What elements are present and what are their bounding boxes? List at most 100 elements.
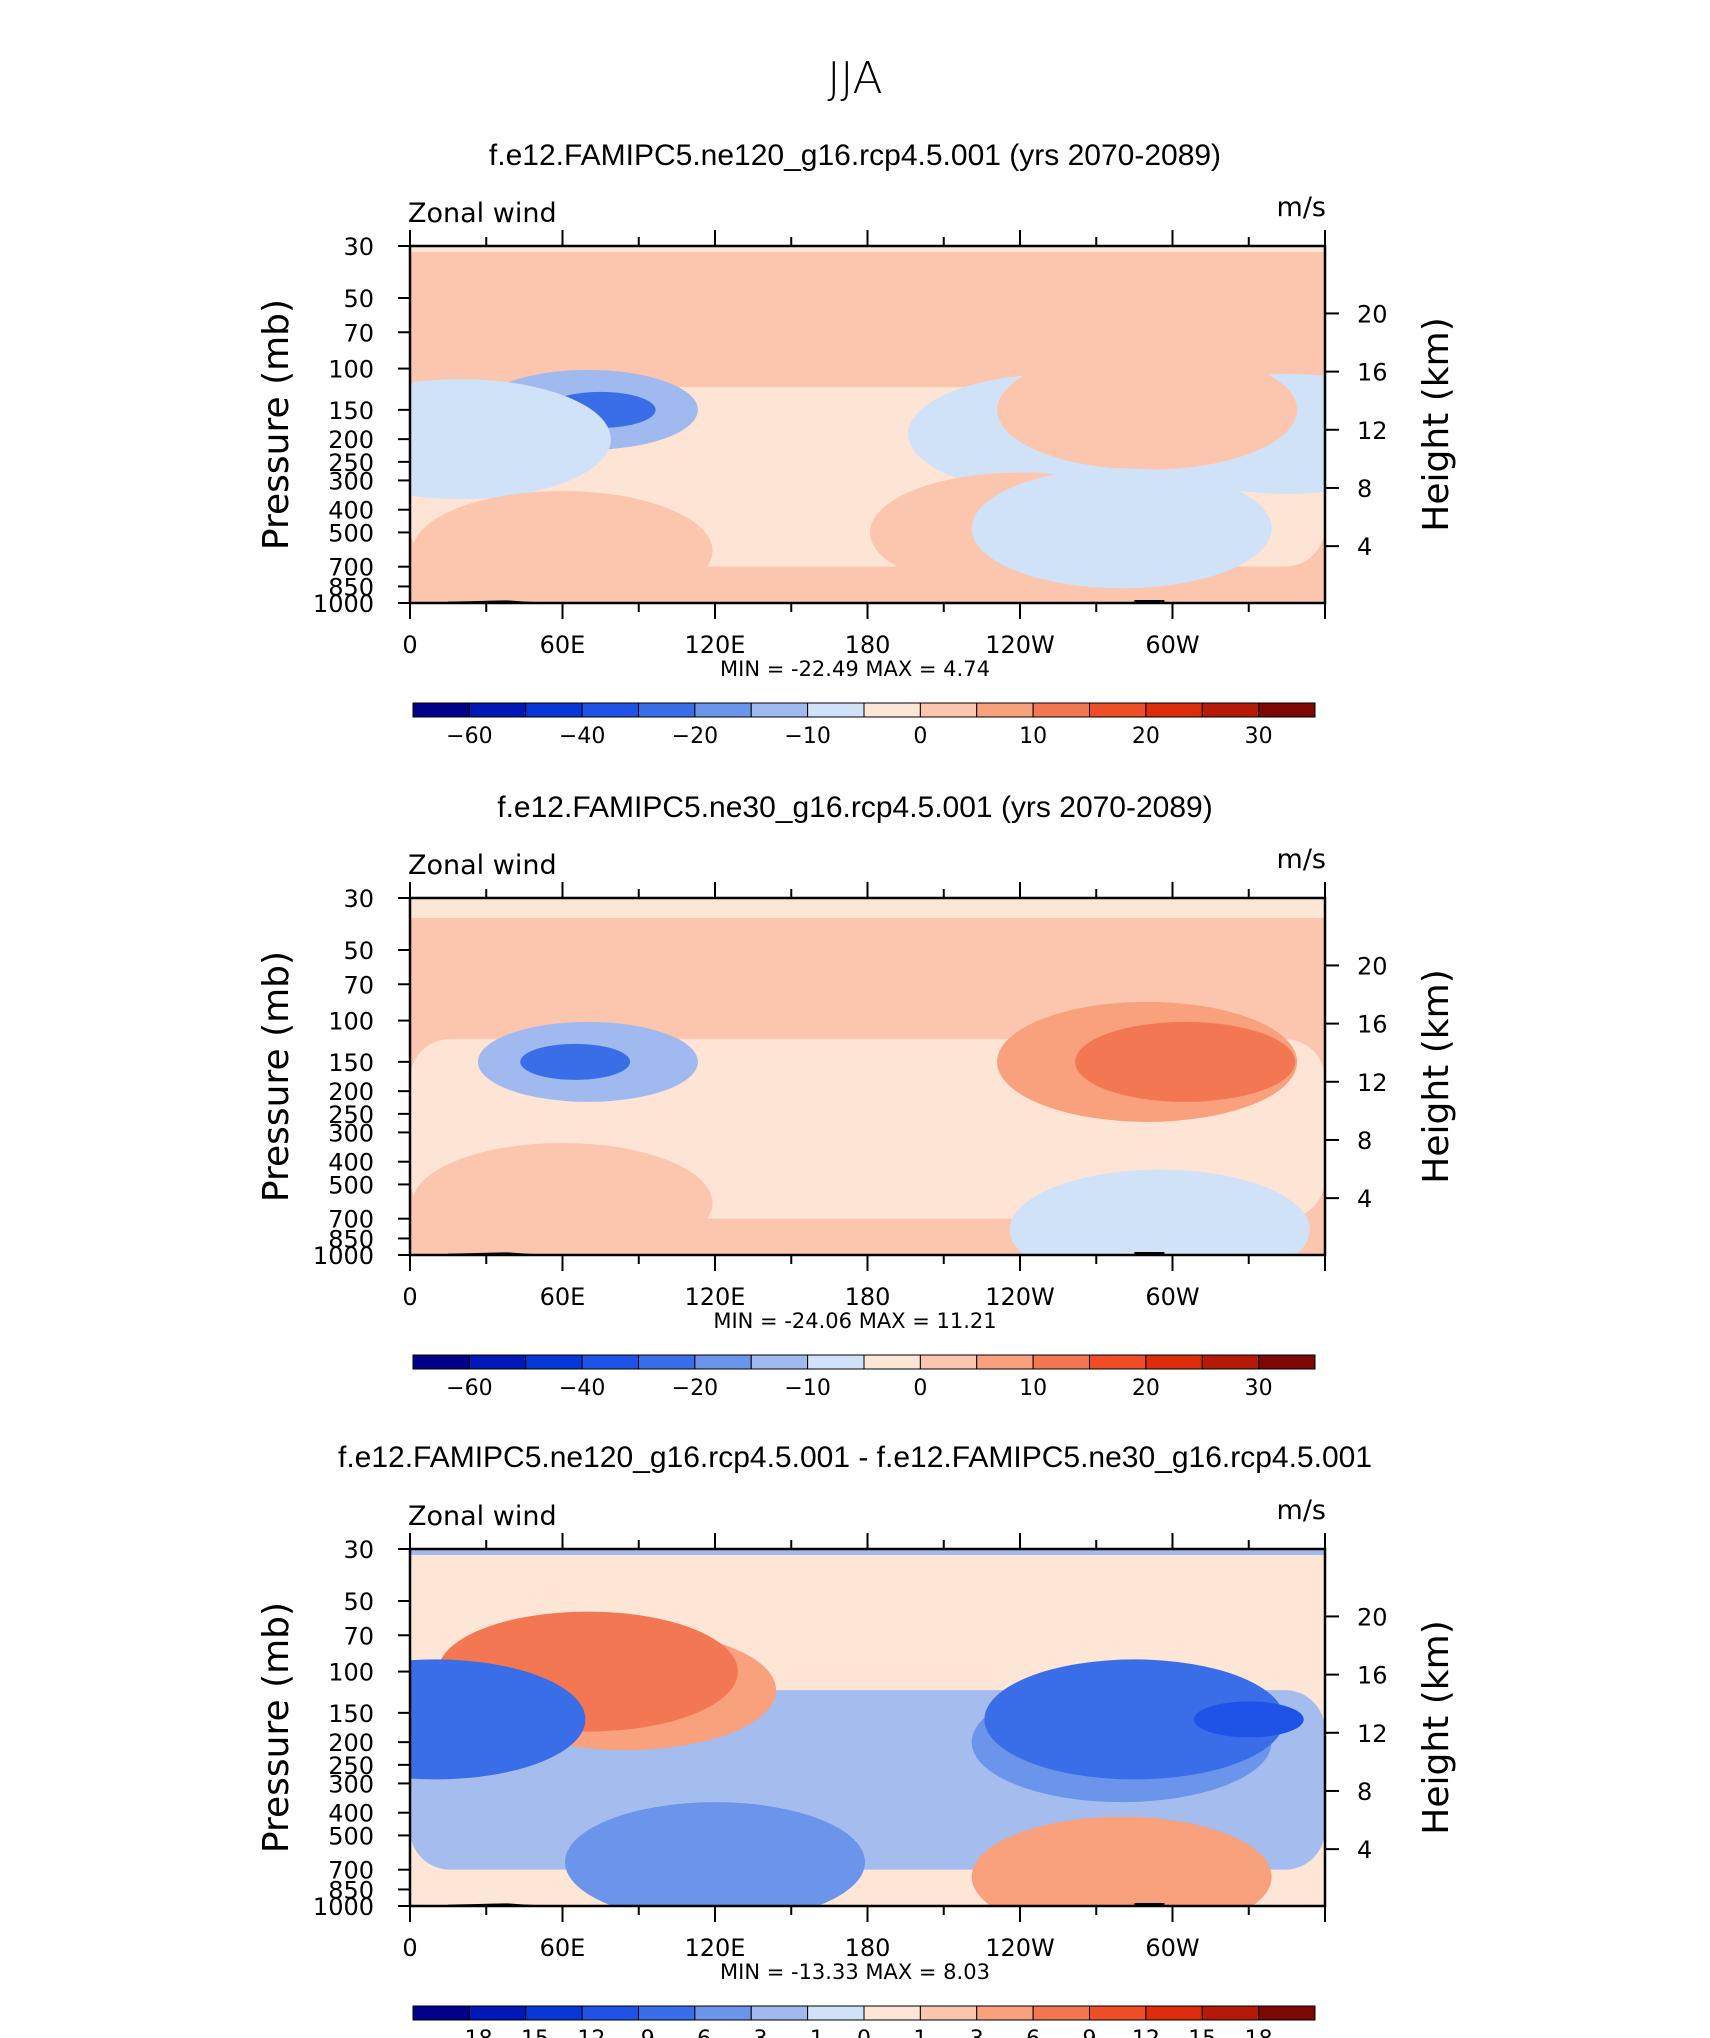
y2-tick-label: 20 bbox=[1357, 952, 1388, 980]
x-tick-label: 60W bbox=[1145, 1283, 1199, 1311]
y-axis-label: Pressure (mb) bbox=[256, 299, 297, 550]
colorbar-bin bbox=[694, 2005, 752, 2021]
x-axis: 0 60E 120E 180 120W 60W bbox=[402, 230, 1326, 659]
y-tick-label: 30 bbox=[343, 1536, 374, 1564]
right-string: m/s bbox=[1277, 192, 1326, 223]
x-tick-label: 60E bbox=[540, 1283, 586, 1311]
panel-title: f.e12.FAMIPC5.ne120_g16.rcp4.5.001 - f.e… bbox=[338, 1441, 1372, 1474]
y2-tick-label: 12 bbox=[1357, 417, 1388, 445]
colorbar-bin bbox=[1258, 702, 1316, 718]
colorbar-bin bbox=[638, 702, 696, 718]
y2-tick-label: 16 bbox=[1357, 1011, 1388, 1039]
colorbar-label: 1 bbox=[913, 2027, 927, 2038]
y2-axis-label: Height (km) bbox=[1416, 317, 1457, 531]
y-tick-label: 200 bbox=[328, 426, 374, 454]
colorbar-label: −10 bbox=[784, 724, 830, 749]
contour-blob bbox=[1075, 1021, 1296, 1102]
colorbar-bin bbox=[863, 702, 921, 718]
colorbar-bin bbox=[807, 1354, 865, 1370]
y2-axis: 20 16 12 8 4 Height (km) bbox=[1325, 952, 1457, 1213]
colorbar-label: −60 bbox=[446, 1376, 492, 1401]
y-tick-label: 150 bbox=[328, 397, 374, 425]
y2-axis-label: Height (km) bbox=[1416, 969, 1457, 1183]
contour-blob bbox=[1009, 1169, 1310, 1255]
y-tick-label: 150 bbox=[328, 1049, 374, 1077]
colorbar-bin bbox=[863, 2005, 921, 2021]
y2-tick-label: 20 bbox=[1357, 300, 1388, 328]
x-tick-label: 60W bbox=[1145, 1934, 1199, 1962]
colorbar-bin bbox=[1032, 1354, 1090, 1370]
x-tick-label: 180 bbox=[845, 1283, 891, 1311]
x-tick-label: 120E bbox=[685, 631, 746, 659]
colorbar-bin bbox=[1032, 702, 1090, 718]
colorbar-bin bbox=[468, 2005, 527, 2021]
y-tick-label: 400 bbox=[328, 497, 374, 525]
colorbar-bin bbox=[412, 2005, 470, 2021]
contour-blob bbox=[412, 1143, 713, 1255]
colorbar-label: −40 bbox=[559, 1376, 605, 1401]
y-tick-label: 1000 bbox=[313, 1242, 374, 1270]
colorbar-bin bbox=[525, 1354, 583, 1370]
y-tick-label: 100 bbox=[328, 1008, 374, 1036]
colorbar-bin bbox=[919, 2005, 978, 2021]
chart-panel-3: f.e12.FAMIPC5.ne120_g16.rcp4.5.001 - f.e… bbox=[256, 1441, 1457, 2038]
colorbar-bin bbox=[976, 2005, 1034, 2021]
y-tick-label: 500 bbox=[328, 519, 374, 547]
colorbar-label: 9 bbox=[1083, 2027, 1097, 2038]
colorbar-bin bbox=[638, 2005, 696, 2021]
colorbar-label: −10 bbox=[784, 1376, 830, 1401]
y2-axis: 20 16 12 8 4 Height (km) bbox=[1325, 300, 1457, 561]
y2-axis-label: Height (km) bbox=[1416, 1620, 1457, 1834]
topography-andes bbox=[1134, 600, 1165, 603]
y-tick-label: 700 bbox=[328, 554, 374, 582]
upper-band bbox=[410, 1549, 1325, 1555]
colorbar-label: 0 bbox=[857, 2027, 871, 2038]
x-tick-label: 120E bbox=[685, 1283, 746, 1311]
y2-tick-label: 8 bbox=[1357, 1778, 1372, 1806]
y-tick-label: 50 bbox=[343, 937, 374, 965]
y-tick-label: 50 bbox=[343, 1588, 374, 1616]
y-tick-label: 200 bbox=[328, 1078, 374, 1106]
y-tick-label: 300 bbox=[328, 1119, 374, 1147]
y-tick-label: 500 bbox=[328, 1171, 374, 1199]
colorbar-label: 18 bbox=[1245, 2027, 1273, 2038]
colorbar-label: 3 bbox=[970, 2027, 984, 2038]
season-title: JJA bbox=[827, 53, 882, 104]
panel-title: f.e12.FAMIPC5.ne30_g16.rcp4.5.001 (yrs 2… bbox=[497, 791, 1212, 824]
y-tick-label: 250 bbox=[328, 1101, 374, 1129]
colorbar-label: 30 bbox=[1245, 1376, 1273, 1401]
panels: f.e12.FAMIPC5.ne120_g16.rcp4.5.001 (yrs … bbox=[256, 139, 1457, 2038]
y-tick-label: 400 bbox=[328, 1149, 374, 1177]
colorbar-label: −40 bbox=[559, 724, 605, 749]
x-axis: 0 60E 120E 180 120W 60W bbox=[402, 882, 1326, 1311]
y2-tick-label: 8 bbox=[1357, 1127, 1372, 1155]
colorbar-bin bbox=[750, 2005, 809, 2021]
x-tick-label: 120E bbox=[685, 1934, 746, 1962]
colorbar-bin bbox=[976, 1354, 1034, 1370]
x-tick-label: 0 bbox=[402, 631, 417, 659]
y-axis-label: Pressure (mb) bbox=[256, 1602, 297, 1853]
contour-blob bbox=[410, 1659, 586, 1780]
left-string: Zonal wind bbox=[408, 198, 557, 229]
colorbar-bin bbox=[863, 1354, 921, 1370]
colorbar-label: −1 bbox=[791, 2027, 823, 2038]
colorbar-bin bbox=[1089, 1354, 1147, 1370]
colorbar-bin bbox=[468, 702, 527, 718]
contour-blob bbox=[410, 379, 611, 500]
x-tick-label: 60W bbox=[1145, 631, 1199, 659]
colorbar-label: −12 bbox=[559, 2027, 605, 2038]
y-tick-label: 150 bbox=[328, 1700, 374, 1728]
contour-blob bbox=[1193, 1701, 1304, 1738]
contour-blob bbox=[971, 1816, 1272, 1906]
colorbar-bin bbox=[468, 1354, 527, 1370]
colorbar-label: −15 bbox=[503, 2027, 549, 2038]
y2-tick-label: 8 bbox=[1357, 475, 1372, 503]
colorbar-label: −20 bbox=[672, 1376, 718, 1401]
colorbar-bin bbox=[1145, 1354, 1203, 1370]
y-tick-label: 100 bbox=[328, 356, 374, 384]
colorbar-bin bbox=[919, 1354, 978, 1370]
x-tick-label: 60E bbox=[540, 1934, 586, 1962]
y2-axis: 20 16 12 8 4 Height (km) bbox=[1325, 1603, 1457, 1864]
